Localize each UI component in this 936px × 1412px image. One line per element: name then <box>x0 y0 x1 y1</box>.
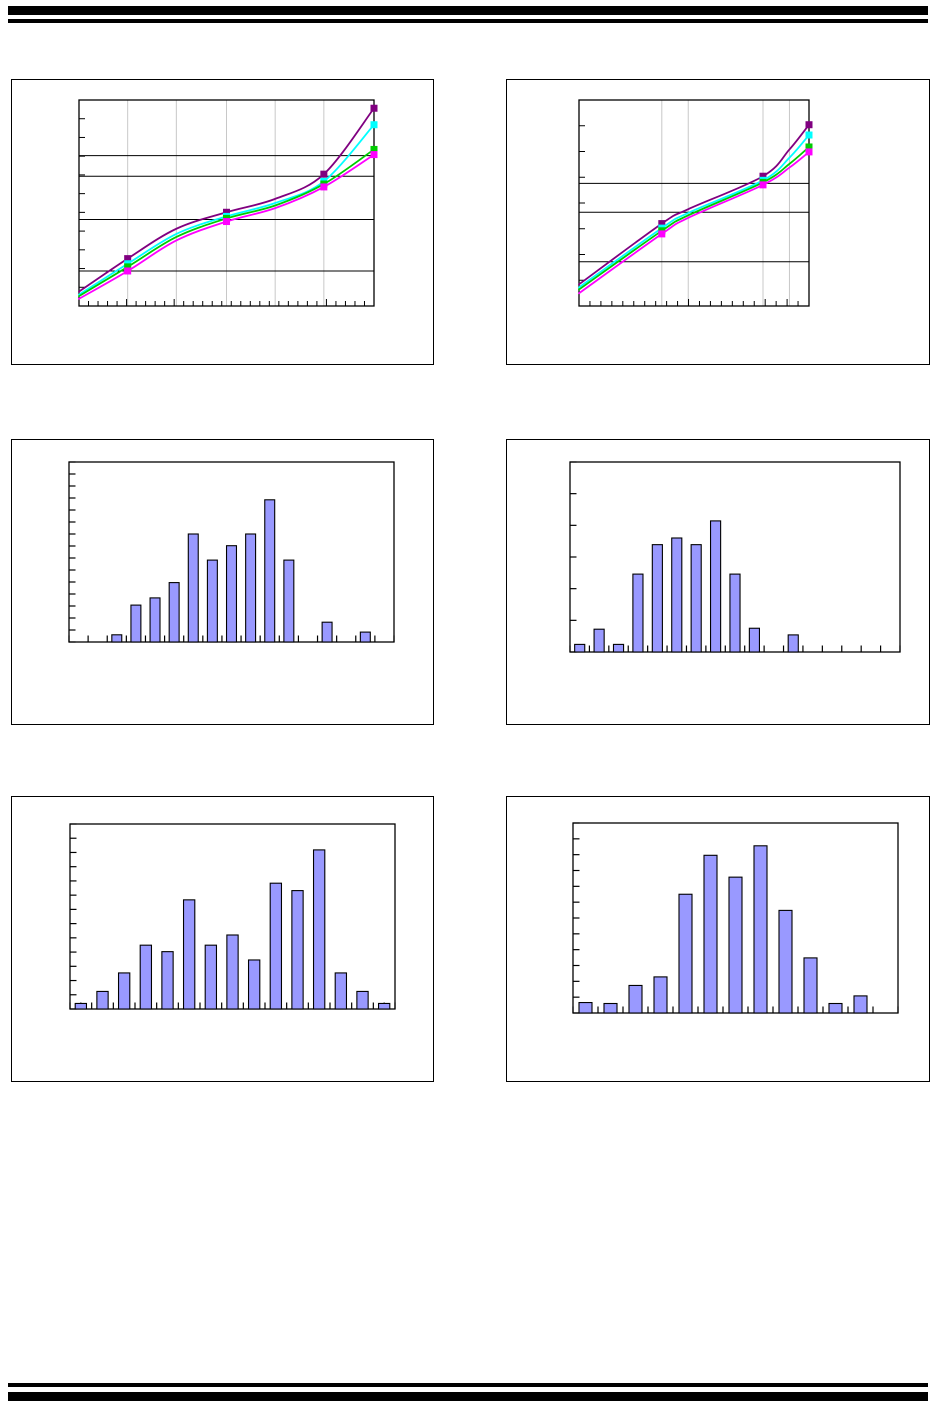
histogram-bar <box>359 631 371 643</box>
histogram-bar <box>245 533 257 643</box>
histogram-bar <box>748 627 761 653</box>
histogram-bar <box>334 972 348 1010</box>
histogram-bar <box>787 634 799 653</box>
histogram-bar <box>593 628 605 653</box>
histogram-bar <box>709 520 722 653</box>
footer-rule-thick <box>8 1392 928 1401</box>
histogram-bar <box>574 643 586 653</box>
series-line-series-green <box>578 146 810 291</box>
histogram-bar <box>117 972 131 1010</box>
figure-panel-histogram-1 <box>11 439 434 725</box>
histogram-bar <box>74 1002 88 1010</box>
histogram-bar <box>578 1002 593 1014</box>
histogram-bar <box>651 544 663 653</box>
plot-frame <box>578 99 810 307</box>
histogram-bar <box>612 643 625 653</box>
histogram-bar <box>187 533 199 643</box>
histogram-bar <box>778 909 793 1014</box>
histogram-bar <box>653 976 668 1014</box>
histogram-2-canvas <box>569 461 901 653</box>
histogram-bar <box>671 537 683 653</box>
histogram-bar <box>853 995 868 1014</box>
histogram-4-canvas <box>572 822 899 1014</box>
histogram-1-canvas <box>68 461 395 643</box>
data-point-marker <box>759 181 767 189</box>
histogram-bar <box>321 621 333 643</box>
series-line-series-purple <box>578 123 810 286</box>
histogram-bar <box>111 634 123 643</box>
data-point-marker <box>658 230 666 238</box>
histogram-bar <box>828 1002 843 1014</box>
histogram-bar <box>690 544 702 653</box>
histogram-bar <box>204 944 218 1010</box>
data-point-marker <box>320 183 328 191</box>
histogram-bar <box>264 499 276 643</box>
histogram-bar <box>291 890 304 1010</box>
histogram-bar <box>803 957 818 1014</box>
histogram-bar <box>356 990 369 1010</box>
histogram-bar <box>182 899 196 1010</box>
series-line-series-cyan <box>578 134 810 289</box>
data-point-marker <box>222 218 230 226</box>
data-point-marker <box>320 170 328 178</box>
figure-panel-histogram-2 <box>506 439 930 725</box>
data-point-marker <box>805 148 813 156</box>
histogram-bar <box>96 990 109 1010</box>
histogram-bar <box>149 597 161 643</box>
header-rule-thick <box>8 6 928 15</box>
footer-rule-thin <box>8 1383 928 1387</box>
histogram-bar <box>168 582 180 643</box>
plot-frame <box>78 99 375 307</box>
histogram-bar <box>269 882 283 1010</box>
histogram-bar <box>226 934 239 1010</box>
histogram-bar <box>225 545 238 643</box>
histogram-bar <box>703 854 718 1014</box>
histogram-bar <box>130 604 142 643</box>
series-line-series-magenta <box>578 151 810 295</box>
histogram-bar <box>753 845 768 1014</box>
data-point-marker <box>370 104 378 112</box>
histogram-bar <box>312 849 326 1010</box>
histogram-bar <box>632 573 644 653</box>
figure-panel-histogram-4 <box>506 796 930 1082</box>
histogram-bar <box>728 876 743 1014</box>
histogram-3-canvas <box>69 823 396 1010</box>
histogram-bar <box>729 573 741 653</box>
data-point-marker <box>805 121 813 129</box>
histogram-bar <box>161 951 174 1010</box>
histogram-bar <box>139 944 153 1010</box>
histogram-bar <box>247 959 261 1010</box>
data-point-marker <box>370 151 378 159</box>
probability-plot-1-canvas <box>78 99 378 307</box>
data-point-marker <box>124 267 132 275</box>
data-point-marker <box>805 131 813 139</box>
header-rule-thin <box>8 19 928 23</box>
histogram-bar <box>377 1002 391 1010</box>
histogram-bar <box>678 893 693 1014</box>
data-point-marker <box>370 121 378 129</box>
histogram-bar <box>283 559 295 643</box>
histogram-bar <box>603 1002 618 1014</box>
figure-panel-probability-plot-2 <box>506 79 930 365</box>
figure-panel-histogram-3 <box>11 796 434 1082</box>
figure-panel-probability-plot-1 <box>11 79 434 365</box>
probability-plot-2-canvas <box>578 99 813 307</box>
histogram-bar <box>206 559 218 643</box>
histogram-bar <box>628 984 643 1014</box>
